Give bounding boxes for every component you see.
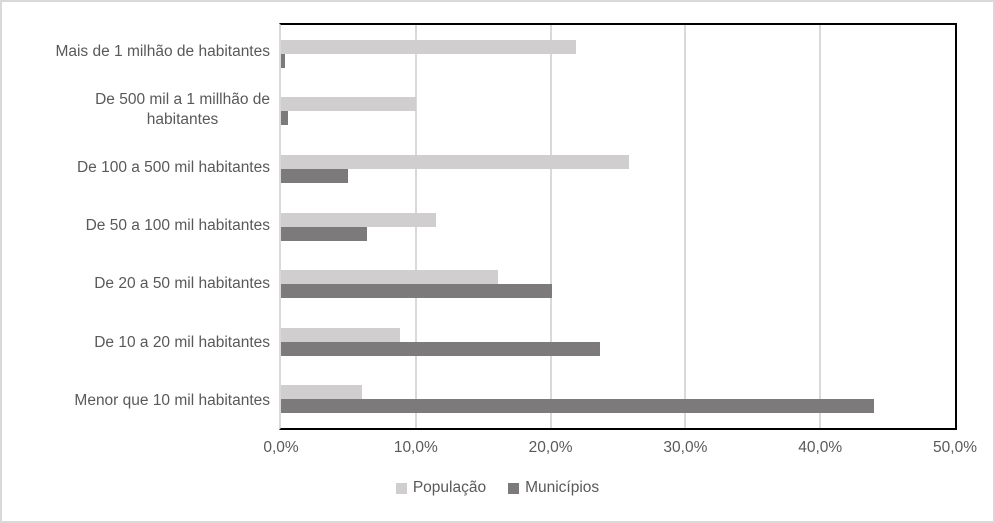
gridline [549,25,552,428]
bars-layer [281,25,955,428]
legend-swatch-populacao [395,482,407,494]
bar-populacao [281,327,400,342]
category-label: De 20 a 50 mil habitantes [94,275,270,293]
bar-group [281,25,955,83]
category-label: De 50 a 100 mil habitantes [85,217,270,235]
x-axis-tick-label: 40,0% [798,439,843,456]
legend-label: População [412,479,487,496]
bar-municipios [281,341,601,356]
bar-municipios [281,53,286,68]
bar-municipios [281,168,349,183]
category-label-row: Mais de 1 milhão de habitantes [12,23,270,81]
bar-populacao [281,385,362,400]
x-axis-tick-label: 50,0% [933,439,977,456]
bar-group [281,83,955,141]
bar-populacao [281,39,577,54]
bar-populacao [281,97,416,112]
category-label-row: De 500 mil a 1 millhão de habitantes [12,81,270,139]
bar-group [281,198,955,256]
category-label: De 100 a 500 mil habitantes [76,159,270,177]
x-axis: 0,0% 10,0% 20,0% 30,0% 40,0% 50,0% [263,439,977,459]
bar-group [281,313,955,371]
x-axis-tick-label: 10,0% [393,439,438,456]
category-label-row: De 20 a 50 mil habitantes [12,256,270,314]
category-label-row: De 50 a 100 mil habitantes [12,197,270,255]
gridline [819,25,822,428]
legend-swatch-municipios [508,482,520,494]
legend-item-populacao: População [395,479,487,497]
category-axis: Mais de 1 milhão de habitantes De 500 mil… [12,23,270,430]
category-label: Mais de 1 milhão de habitantes [55,42,270,60]
bar-populacao [281,270,499,285]
legend-label: Municípios [525,479,600,496]
bar-municipios [281,284,552,299]
x-axis-tick-label: 0,0% [263,439,299,456]
legend-item-municipios: Municípios [508,479,599,497]
bar-municipios [281,111,288,126]
bar-group [281,370,955,428]
category-label: De 500 mil a 1 millhão de habitantes [95,90,270,129]
category-label-row: De 100 a 500 mil habitantes [12,139,270,197]
bar-populacao [281,212,437,227]
plot-area [279,23,957,430]
bar-group [281,140,955,198]
bar-municipios [281,226,368,241]
gridline [684,25,687,428]
category-label-row: De 10 a 20 mil habitantes [12,314,270,372]
bar-municipios [281,399,875,414]
x-axis-tick-label: 30,0% [663,439,708,456]
category-label: De 10 a 20 mil habitantes [94,333,270,351]
x-axis-tick-label: 20,0% [528,439,573,456]
category-label: Menor que 10 mil habitantes [74,391,270,409]
legend: População Municípios [2,479,993,497]
bar-populacao [281,154,629,169]
category-label-row: Menor que 10 mil habitantes [12,372,270,430]
bar-group [281,255,955,313]
